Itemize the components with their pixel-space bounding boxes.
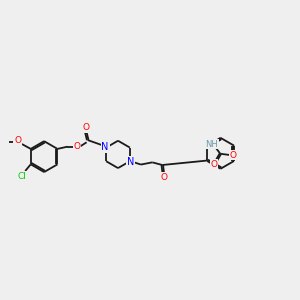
Text: O: O	[211, 160, 218, 169]
Text: O: O	[160, 173, 167, 182]
Text: N: N	[101, 142, 109, 152]
Text: N: N	[127, 157, 135, 167]
Text: NH: NH	[205, 140, 218, 148]
Text: O: O	[14, 136, 21, 145]
Text: O: O	[230, 151, 236, 160]
Text: O: O	[82, 123, 89, 132]
Text: Cl: Cl	[17, 172, 26, 181]
Text: O: O	[74, 142, 81, 151]
